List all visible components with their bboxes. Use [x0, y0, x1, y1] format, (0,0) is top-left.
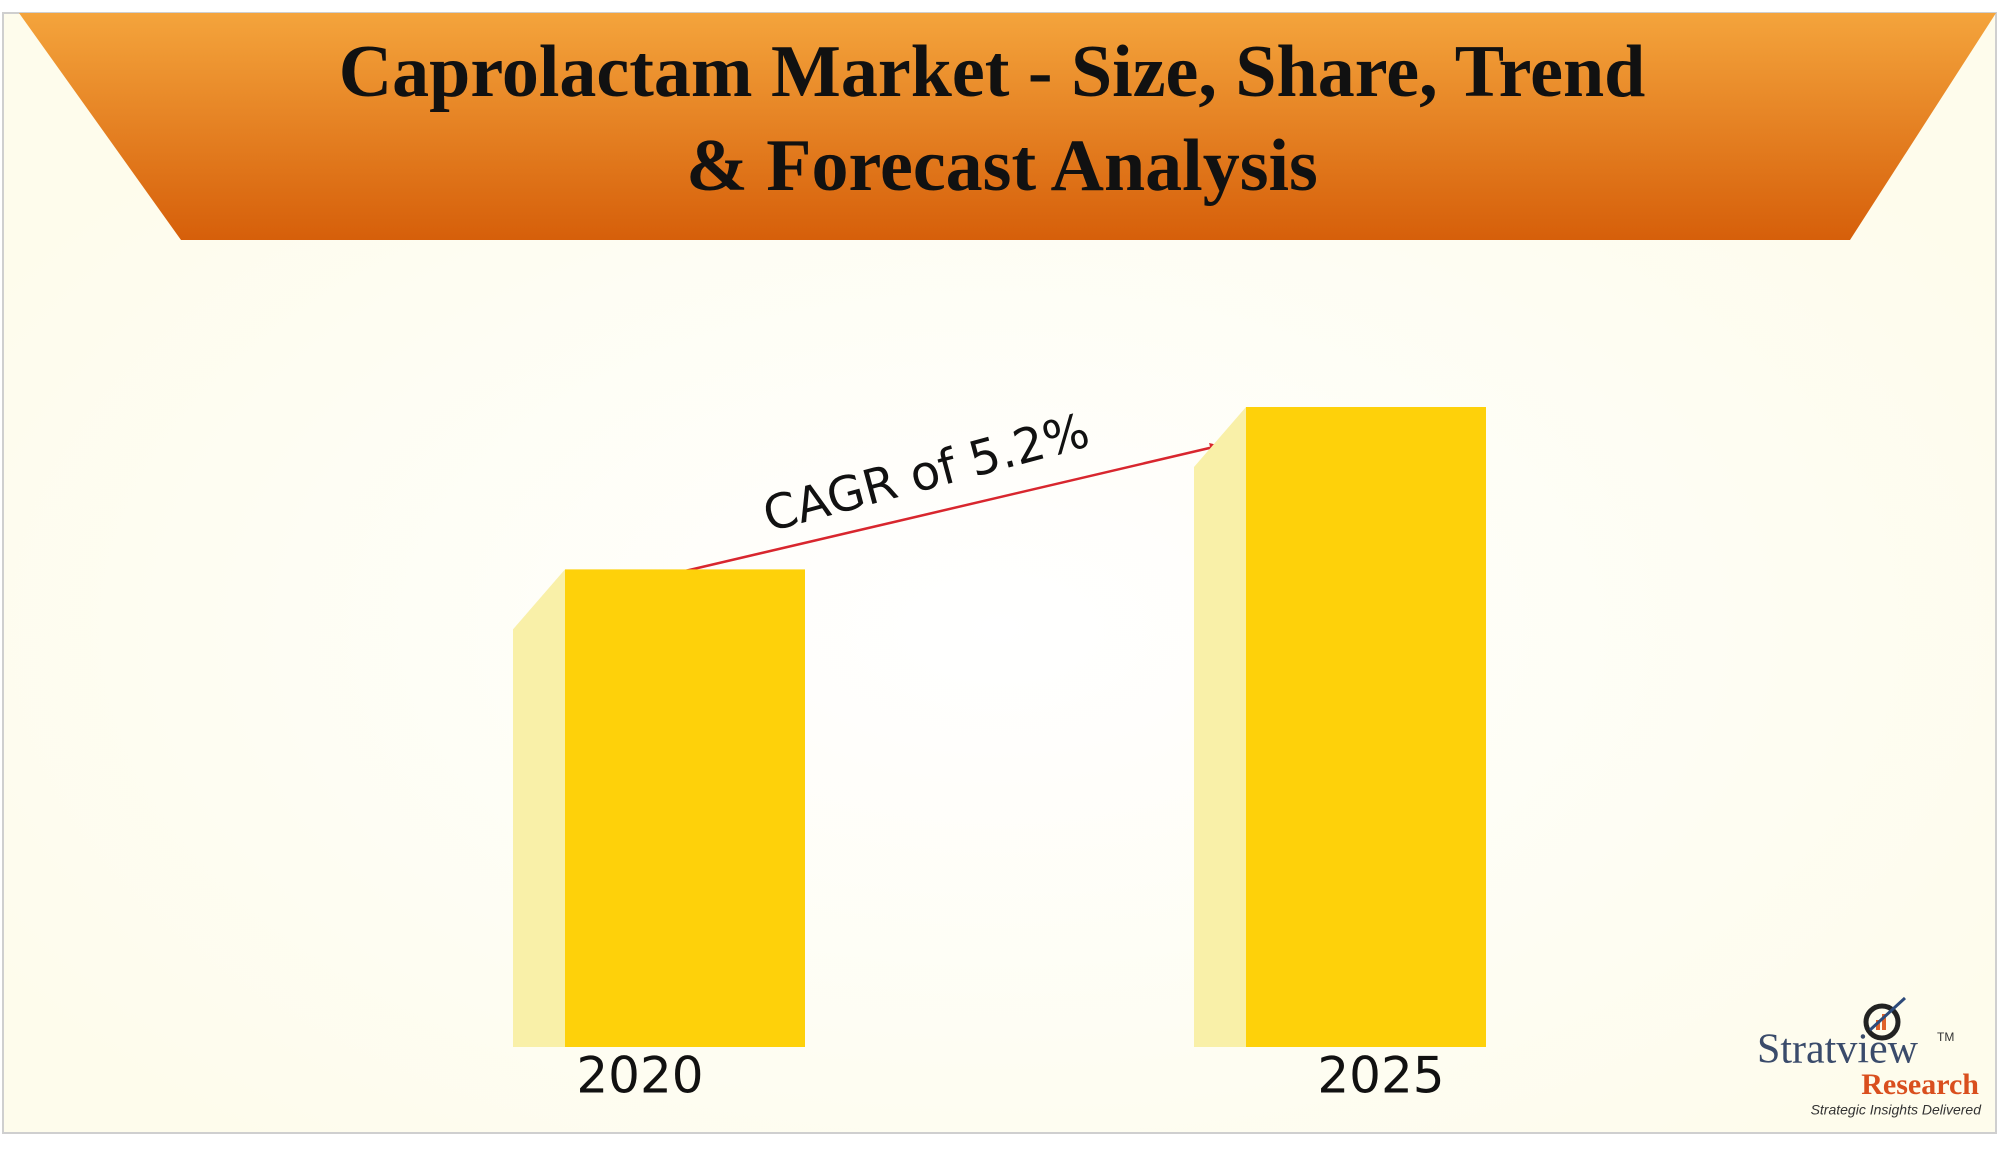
- logo-subname: Research: [1861, 1068, 1979, 1101]
- bar-shadow: [1194, 407, 1246, 1047]
- logo-icon: [1868, 996, 1907, 1032]
- logo-name: Stratview: [1757, 1027, 1919, 1073]
- bar: [565, 569, 805, 1047]
- logo-tagline: Strategic Insights Delivered: [1811, 1102, 1983, 1118]
- logo-icon: [1863, 1003, 1901, 1041]
- chart-title: & Forecast Analysis: [686, 125, 1318, 207]
- x-tick-label: 2025: [1317, 1047, 1444, 1105]
- x-tick-label: 2020: [576, 1047, 703, 1105]
- logo-icon: [1882, 1014, 1886, 1030]
- logo-trademark: TM: [1937, 1030, 1954, 1044]
- logo: Stratview TM Research Strategic Insights…: [1757, 996, 1983, 1118]
- chart-title: Caprolactam Market - Size, Share, Trend: [339, 31, 1646, 113]
- bar: [1246, 407, 1486, 1047]
- title-banner: [19, 13, 1996, 240]
- bar-shadow: [513, 569, 565, 1047]
- logo-icon: [1876, 1020, 1880, 1030]
- cagr-arrow: [684, 442, 1220, 573]
